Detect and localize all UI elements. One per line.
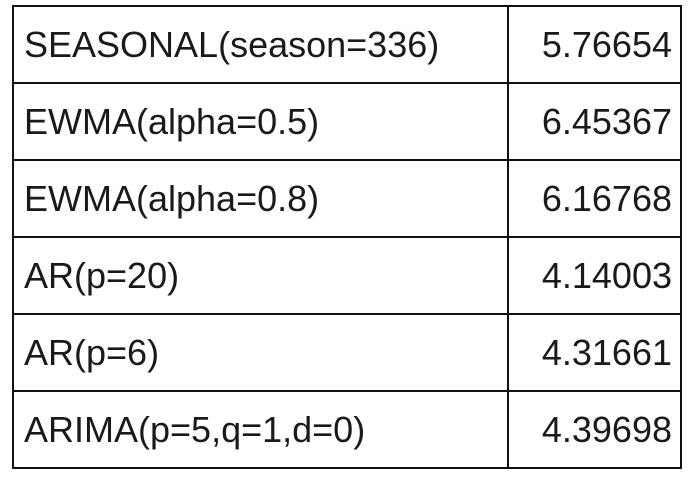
score-cell: 6.45367: [507, 82, 682, 161]
model-name-cell: EWMA(alpha=0.5): [12, 82, 509, 161]
score-cell: 4.39698: [507, 390, 682, 469]
model-name-cell: AR(p=6): [12, 313, 509, 392]
score-cell: 4.14003: [507, 236, 682, 315]
score-cell: 4.31661: [507, 313, 682, 392]
table-row: ARIMA(p=5,q=1,d=0) 4.39698: [12, 390, 682, 469]
score-cell: 6.16768: [507, 159, 682, 238]
model-name-cell: SEASONAL(season=336): [12, 5, 509, 84]
table-row: AR(p=20) 4.14003: [12, 236, 682, 315]
table-row: AR(p=6) 4.31661: [12, 313, 682, 392]
score-cell: 5.76654: [507, 5, 682, 84]
table-row: EWMA(alpha=0.5) 6.45367: [12, 82, 682, 161]
model-name-cell: AR(p=20): [12, 236, 509, 315]
table-row: EWMA(alpha=0.8) 6.16768: [12, 159, 682, 238]
model-name-cell: ARIMA(p=5,q=1,d=0): [12, 390, 509, 469]
results-table: SEASONAL(season=336) 5.76654 EWMA(alpha=…: [12, 5, 682, 469]
model-name-cell: EWMA(alpha=0.8): [12, 159, 509, 238]
table-row: SEASONAL(season=336) 5.76654: [12, 5, 682, 84]
